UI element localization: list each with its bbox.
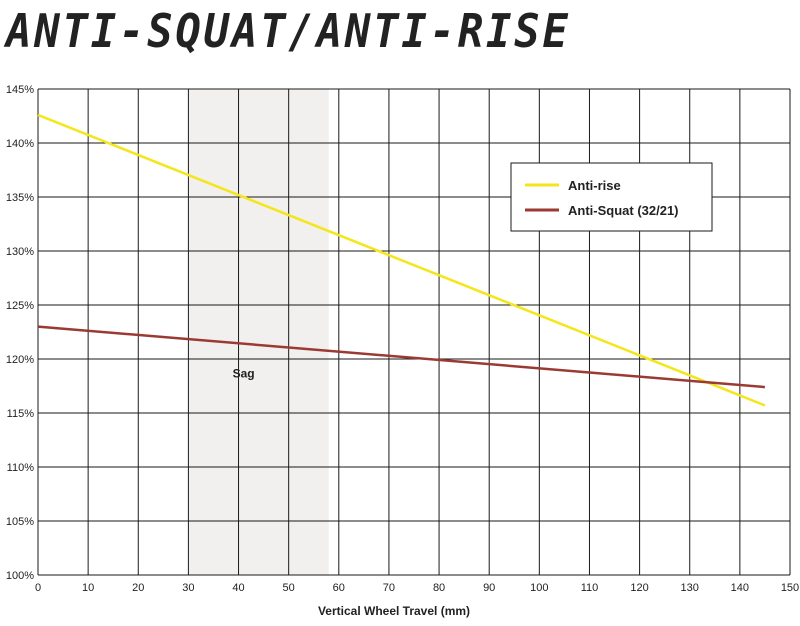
x-tick-label: 30 (182, 582, 194, 594)
y-tick-label: 140% (6, 138, 34, 150)
y-tick-label: 115% (7, 408, 35, 420)
x-tick-label: 130 (681, 582, 699, 594)
series-line-anti-squat (37, 325, 766, 389)
y-tick-label: 110% (7, 462, 35, 474)
series-line-anti-rise (37, 113, 766, 407)
sag-region (188, 89, 329, 575)
y-tick-label: 135% (6, 192, 34, 204)
x-tick-label: 40 (232, 582, 244, 594)
legend-label-anti-squat: Anti-Squat (32/21) (568, 203, 679, 218)
x-tick-label: 100 (530, 582, 548, 594)
x-tick-label: 70 (383, 582, 395, 594)
x-tick-label: 20 (132, 582, 144, 594)
x-tick-label: 90 (483, 582, 495, 594)
x-tick-label: 0 (35, 582, 41, 594)
y-tick-label: 100% (6, 570, 34, 582)
x-tick-label: 10 (82, 582, 94, 594)
y-tick-label: 120% (6, 354, 34, 366)
x-tick-label: 120 (630, 582, 648, 594)
chart-title: ANTI-SQUAT/ANTI-RISE (6, 4, 571, 58)
x-axis-label: Vertical Wheel Travel (mm) (318, 604, 470, 618)
y-tick-label: 130% (6, 246, 34, 258)
legend-box (510, 162, 713, 232)
y-tick-label: 145% (6, 84, 34, 96)
x-tick-label: 150 (781, 582, 799, 594)
legend: Anti-rise Anti-Squat (32/21) (510, 162, 713, 232)
x-tick-label: 50 (283, 582, 295, 594)
x-tick-label: 60 (333, 582, 345, 594)
y-tick-label: 105% (6, 516, 34, 528)
sag-label: Sag (233, 366, 255, 380)
y-tick-label: 125% (6, 300, 34, 312)
x-tick-label: 110 (581, 582, 599, 594)
x-tick-label: 80 (433, 582, 445, 594)
x-tick-label: 140 (731, 582, 749, 594)
legend-label-anti-rise: Anti-rise (568, 178, 621, 193)
